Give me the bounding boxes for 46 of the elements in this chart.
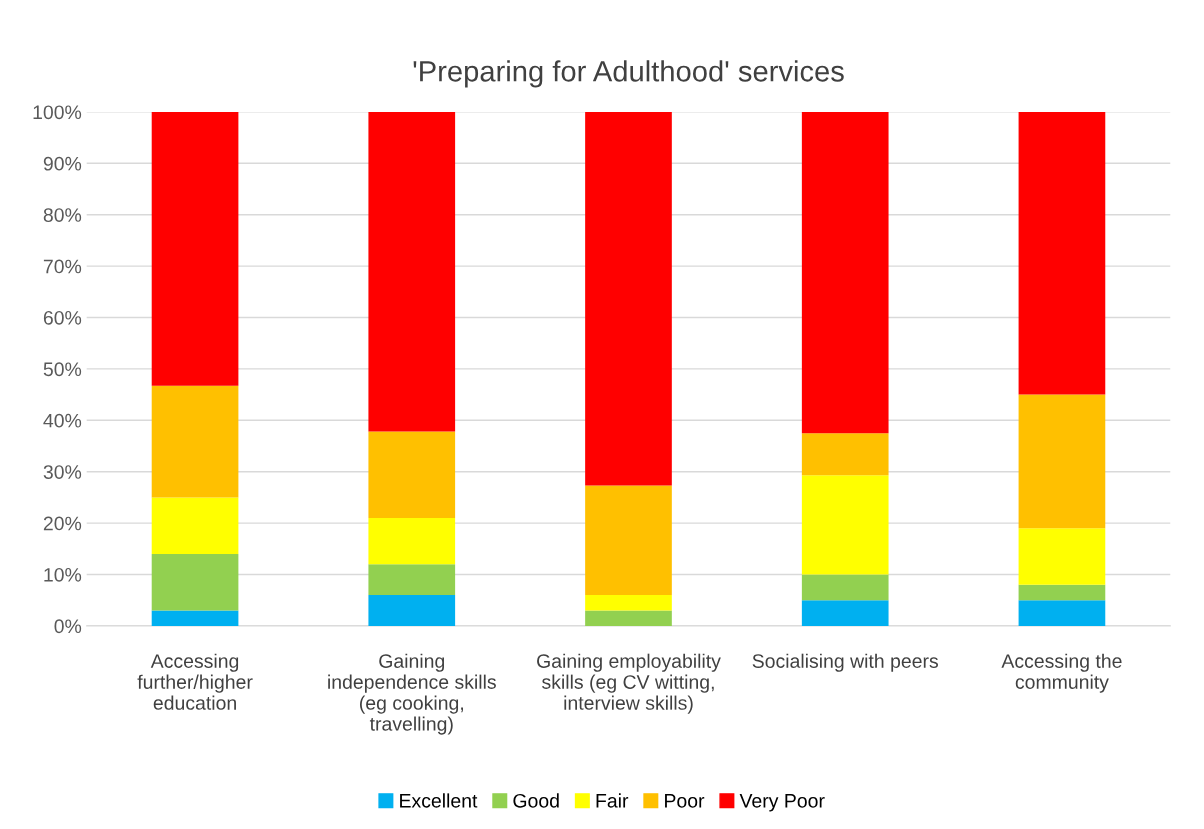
bar [1018, 394, 1106, 529]
bar [151, 553, 239, 611]
bar [151, 497, 239, 554]
bar [368, 111, 456, 432]
bar [585, 111, 672, 486]
bar [801, 475, 889, 575]
y-tick-label: 40% [43, 413, 82, 428]
legend-label: Very Poor [739, 794, 825, 812]
bar [1018, 584, 1106, 601]
bar [151, 610, 239, 626]
legend-label: Good [513, 793, 559, 808]
y-tick-label: 20% [43, 516, 82, 531]
bar [368, 517, 456, 565]
bar [585, 595, 672, 611]
chart-title: 'Preparing for Adulthood' services [413, 60, 844, 88]
bar [1018, 600, 1106, 626]
y-tick-label: 50% [43, 362, 82, 377]
y-tick-label: 90% [43, 156, 82, 171]
x-tick-label: Gaining employability skills (eg CV witting, interview skills) [537, 653, 721, 714]
y-tick-label: 70% [43, 259, 82, 274]
bar [368, 564, 456, 596]
x-tick-label: Accessing further/higher education [137, 653, 253, 710]
y-tick-label: 100% [33, 105, 82, 120]
legend-label: Poor [665, 794, 705, 808]
y-tick-label: 0% [54, 619, 82, 634]
x-tick-label: Socialising with peers [752, 653, 938, 672]
legend-label: Fair [596, 793, 629, 808]
bar [368, 595, 456, 626]
x-tick-label: Accessing the community [1001, 653, 1122, 693]
bar [1018, 528, 1106, 585]
y-tick-label: 10% [44, 567, 82, 582]
bar [585, 485, 672, 596]
bar [368, 431, 456, 518]
y-tick-label: 60% [43, 310, 82, 325]
bar [801, 574, 889, 601]
bar [585, 610, 672, 626]
bar [151, 111, 239, 386]
y-tick-label: 30% [43, 465, 82, 479]
y-tick-label: 80% [43, 208, 82, 222]
bar [1018, 111, 1106, 395]
x-tick-label: Gaining independence skills (eg cooking, travelling) [328, 653, 496, 735]
bar [801, 111, 889, 434]
bar [801, 433, 889, 476]
bar [151, 385, 239, 498]
bar [801, 600, 889, 626]
legend-label: Excellent [400, 793, 478, 808]
